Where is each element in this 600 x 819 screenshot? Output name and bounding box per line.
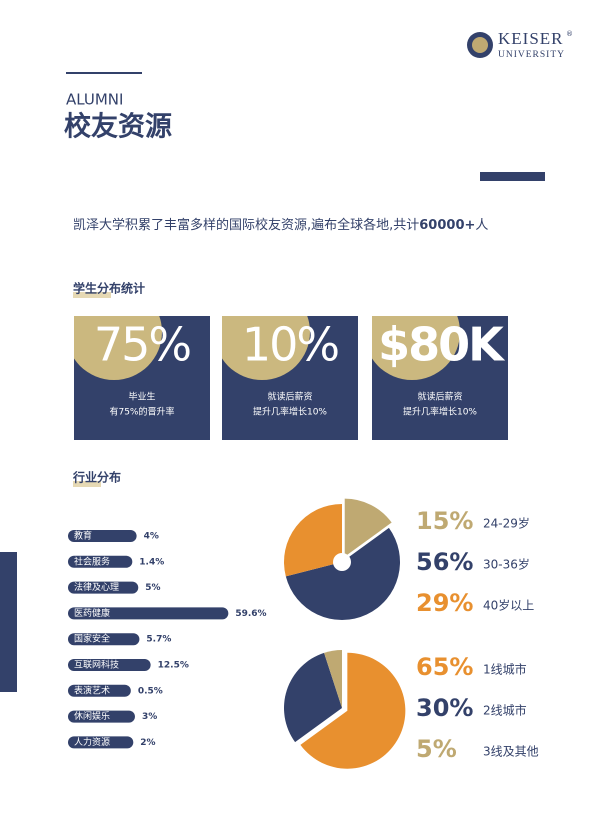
value-label: 59.6% xyxy=(235,609,266,619)
legend-label: 3线及其他 xyxy=(483,745,539,759)
pie-slice xyxy=(300,652,406,769)
legend-value: 29% xyxy=(416,589,473,617)
bar-label: 休闲娱乐 xyxy=(74,710,110,722)
card-line: 就读后薪资 xyxy=(267,391,312,403)
section-title: 学生分布统计 xyxy=(73,281,145,296)
card-circle xyxy=(372,316,460,380)
title: 校友资源 xyxy=(64,111,172,143)
title-highlight xyxy=(73,481,101,487)
pie-slice xyxy=(285,527,401,620)
value-label: 5% xyxy=(145,583,160,593)
accent-bar xyxy=(480,172,545,181)
intro-suffix: 人 xyxy=(475,218,488,233)
legend-value: 56% xyxy=(416,548,473,576)
bar-label: 互联网科技 xyxy=(74,659,119,671)
bar-label: 教育 xyxy=(74,530,92,542)
logo-mark: ® xyxy=(566,30,573,38)
legend-value: 65% xyxy=(416,653,473,681)
legend-label: 30-36岁 xyxy=(483,557,530,572)
bar-label: 国家安全 xyxy=(74,633,110,645)
pie-hole xyxy=(333,553,351,571)
value-label: 12.5% xyxy=(158,661,189,671)
bar-label: 表演艺术 xyxy=(74,684,110,696)
legend-label: 2线城市 xyxy=(483,703,527,718)
card-circle xyxy=(222,316,310,380)
bar-label: 医药健康 xyxy=(74,607,110,619)
legend-label: 40岁以上 xyxy=(483,598,534,613)
card-value: $80K xyxy=(378,318,506,372)
card-value: 10% xyxy=(242,318,339,372)
value-label: 2% xyxy=(140,738,155,748)
intro-text: 凯泽大学积累了丰富多样的国际校友资源,遍布全球各地,共计 xyxy=(73,217,419,233)
value-label: 5.7% xyxy=(146,635,171,645)
bar-label: 人力资源 xyxy=(74,736,110,748)
logo-seal-inner xyxy=(472,37,488,53)
logo-sub: UNIVERSITY xyxy=(498,50,565,60)
pie-slice xyxy=(324,650,342,708)
bar xyxy=(68,736,134,749)
bar xyxy=(68,530,137,542)
value-label: 0.5% xyxy=(138,686,163,696)
bar xyxy=(68,607,229,620)
pie-slice xyxy=(284,504,342,577)
bar xyxy=(68,710,135,723)
card-value: 75% xyxy=(94,318,191,372)
legend-value: 30% xyxy=(416,694,473,722)
card-line: 提升几率增长10% xyxy=(253,406,327,418)
legend-label: 1线城市 xyxy=(483,662,527,677)
bar xyxy=(68,684,131,697)
section-title: 行业分布 xyxy=(72,470,121,485)
card-line: 就读后薪资 xyxy=(417,391,462,403)
legend-value: 15% xyxy=(416,507,473,535)
bar xyxy=(68,633,140,646)
title-highlight xyxy=(73,292,111,298)
bar xyxy=(68,659,151,671)
value-label: 1.4% xyxy=(139,557,164,567)
side-bar xyxy=(0,552,17,692)
card-line: 有75%的晋升率 xyxy=(109,406,174,418)
kicker: ALUMNI xyxy=(66,91,123,109)
card-circle xyxy=(74,316,162,380)
bar xyxy=(68,581,139,594)
pie-slice xyxy=(284,652,342,743)
legend-value: 5% xyxy=(416,735,457,763)
card-line: 毕业生 xyxy=(128,391,155,403)
card-line: 提升几率增长10% xyxy=(403,406,477,418)
logo-name: KEISER xyxy=(498,29,564,48)
value-label: 4% xyxy=(144,532,159,542)
value-label: 3% xyxy=(142,712,157,722)
bar-label: 法律及心理 xyxy=(74,581,119,593)
pie-slice xyxy=(344,498,392,557)
intro-highlight: 60000+ xyxy=(419,218,475,233)
intro: 凯泽大学积累了丰富多样的国际校友资源,遍布全球各地,共计60000+人 xyxy=(73,217,488,233)
legend-label: 24-29岁 xyxy=(483,516,530,531)
bar xyxy=(68,555,133,568)
bar-label: 社会服务 xyxy=(74,555,110,567)
